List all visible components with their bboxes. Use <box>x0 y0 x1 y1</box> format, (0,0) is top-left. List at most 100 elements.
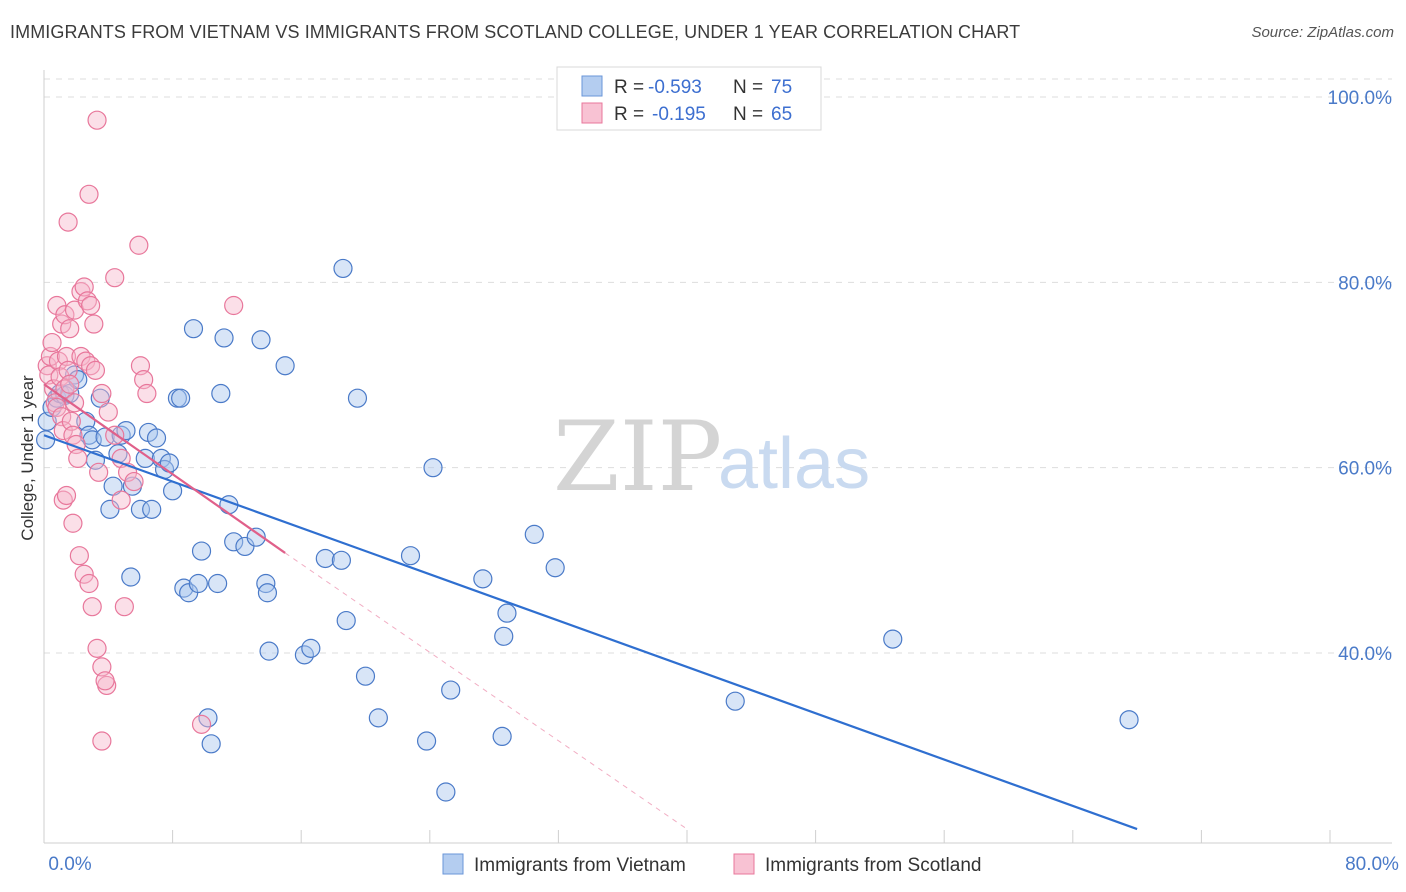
bottom-legend-swatch-scotland <box>733 853 755 875</box>
bottom-legend-swatch-vietnam <box>442 853 464 875</box>
point-vietnam <box>146 428 167 448</box>
point-scotland <box>85 360 106 380</box>
point-vietnam <box>423 458 443 478</box>
point-vietnam <box>259 641 279 661</box>
point-scotland <box>63 513 83 533</box>
point-scotland <box>47 397 67 418</box>
correlation-legend: R = -0.593 N = 75 R = -0.195 N = 65 <box>556 66 822 131</box>
point-scotland <box>191 714 212 734</box>
point-vietnam <box>347 388 368 408</box>
point-vietnam <box>171 388 191 408</box>
y-tick-labels: 40.0% 60.0% 80.0% 100.0% <box>1328 88 1393 665</box>
point-scotland <box>81 295 101 316</box>
point-scotland <box>68 448 88 468</box>
legend-swatch-scotland <box>581 102 603 124</box>
trend-line-scotland-extension <box>284 552 688 830</box>
point-scotland <box>114 597 134 617</box>
point-scotland <box>224 295 244 316</box>
axes <box>43 70 1392 844</box>
point-vietnam <box>214 328 234 348</box>
series-scotland <box>37 110 244 751</box>
point-scotland <box>92 383 112 404</box>
point-scotland <box>124 471 144 492</box>
point-vietnam <box>725 691 745 711</box>
point-vietnam <box>883 629 903 649</box>
point-vietnam <box>545 558 565 578</box>
y-tick-label: 80.0% <box>1338 273 1392 294</box>
watermark-zip: ZIP <box>553 401 722 513</box>
point-scotland <box>137 383 157 404</box>
point-vietnam <box>497 603 517 623</box>
legend-n-value-2: 65 <box>771 104 792 125</box>
point-vietnam <box>492 726 512 747</box>
point-scotland <box>60 319 80 339</box>
point-vietnam <box>400 546 421 566</box>
trend-line-scotland <box>43 383 286 554</box>
point-scotland <box>74 564 94 584</box>
point-scotland <box>58 212 78 232</box>
point-vietnam <box>315 548 335 569</box>
point-vietnam <box>524 524 544 544</box>
point-vietnam <box>436 782 456 802</box>
point-vietnam <box>473 569 493 589</box>
point-scotland <box>82 597 102 617</box>
legend-r-label-1: R = <box>614 77 644 98</box>
chart-title: IMMIGRANTS FROM VIETNAM VS IMMIGRANTS FR… <box>10 22 1021 42</box>
point-vietnam <box>275 356 295 376</box>
point-vietnam <box>441 680 461 700</box>
point-vietnam <box>331 550 351 570</box>
point-scotland <box>56 485 77 506</box>
series-vietnam <box>36 258 1139 802</box>
point-scotland <box>79 573 99 594</box>
point-scotland <box>89 462 109 482</box>
point-scotland <box>50 367 70 387</box>
watermark: ZIP atlas <box>553 401 870 513</box>
point-vietnam <box>142 499 162 519</box>
point-vietnam <box>246 527 266 547</box>
point-scotland <box>64 393 85 413</box>
point-vietnam <box>1119 710 1139 730</box>
point-scotland <box>56 346 77 367</box>
point-vietnam <box>336 610 356 631</box>
trend-lines <box>43 383 1138 831</box>
point-vietnam <box>355 666 376 686</box>
point-vietnam <box>135 448 155 468</box>
y-tick-label: 40.0% <box>1338 644 1392 665</box>
point-scotland <box>87 110 107 130</box>
point-scotland <box>52 407 72 427</box>
legend-r-label-2: R = <box>614 104 644 125</box>
point-vietnam <box>191 541 212 561</box>
legend-r-value-2: -0.195 <box>652 104 706 125</box>
point-vietnam <box>130 499 151 519</box>
bottom-legend: Immigrants from Vietnam Immigrants from … <box>442 853 981 876</box>
point-scotland <box>42 332 62 353</box>
point-vietnam <box>188 573 208 594</box>
point-scotland <box>111 490 131 510</box>
point-scotland <box>129 235 149 255</box>
x-ticks <box>43 830 1331 843</box>
point-vietnam <box>494 626 514 646</box>
point-vietnam <box>121 567 141 587</box>
point-vietnam <box>416 731 437 751</box>
point-scotland <box>58 360 78 380</box>
point-vietnam <box>201 734 221 754</box>
x-tick-label-max: 80.0% <box>1345 854 1399 875</box>
point-scotland <box>69 546 89 566</box>
point-vietnam <box>257 583 278 603</box>
point-scotland <box>92 731 112 751</box>
point-scotland <box>87 638 107 658</box>
point-vietnam <box>224 532 244 552</box>
watermark-atlas: atlas <box>718 424 870 504</box>
gridlines <box>44 78 1392 654</box>
point-vietnam <box>183 319 204 339</box>
legend-swatch-vietnam <box>581 75 603 97</box>
point-scotland <box>95 671 115 691</box>
y-tick-label: 100.0% <box>1328 88 1393 109</box>
bottom-legend-vietnam: Immigrants from Vietnam <box>474 855 686 876</box>
point-scotland <box>84 314 104 334</box>
point-scotland <box>79 184 99 204</box>
point-vietnam <box>36 430 56 450</box>
y-tick-label: 60.0% <box>1338 459 1392 480</box>
legend-n-label-1: N = <box>733 77 763 98</box>
